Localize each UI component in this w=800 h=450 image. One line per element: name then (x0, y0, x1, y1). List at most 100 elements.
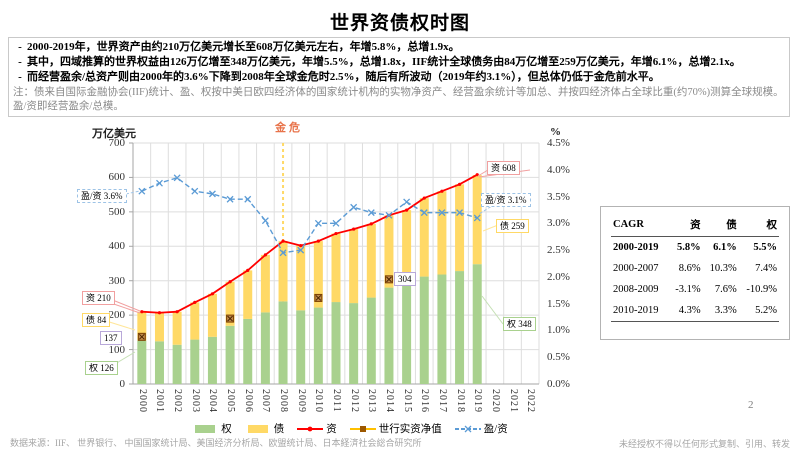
surplus-ratio-line (141, 177, 478, 254)
debt-bar-segment (366, 223, 376, 298)
left-axis-tick-label: 200 (108, 309, 126, 322)
asset-line-marker (281, 239, 285, 243)
cagr-table-cell: 2000-2007 (613, 263, 659, 274)
right-axis-tick-label: 0.0% (547, 378, 570, 390)
equity-bar-segment (207, 336, 217, 384)
surplus-ratio-marker (191, 187, 199, 195)
equity-bar-segment (313, 307, 323, 384)
debt-bar-segment (384, 215, 394, 288)
equity-bar-segment (172, 344, 182, 384)
bullet-line: -2000-2019年，世界资产由约210万亿美元增长至608万亿美元左右，年增… (13, 40, 785, 55)
worldbank-marker-cross (138, 333, 145, 340)
worldbank-marker-cross (315, 295, 322, 301)
surplus-ratio-marker (261, 217, 269, 225)
legend-swatch-rect (195, 424, 216, 433)
x-axis-year-label: 2004 (207, 389, 219, 413)
asset-line-marker (369, 222, 373, 226)
debt-bar-segment (260, 254, 270, 313)
surplus-ratio-marker (438, 209, 446, 217)
asset-line-marker (352, 227, 356, 231)
x-axis-year-label: 2020 (489, 389, 501, 413)
surplus-ratio-marker (420, 209, 428, 217)
cagr-table-cell: 2010-2019 (611, 300, 669, 322)
surplus-ratio-marker (173, 174, 181, 182)
debt-bar-segment (243, 270, 253, 319)
cagr-table-cell: 5.2% (738, 300, 779, 322)
asset-line-marker (334, 231, 338, 236)
equity-bar-segment (243, 318, 253, 384)
x-axis-year-label: 2007 (260, 389, 272, 413)
legend-swatch-line-x (454, 425, 481, 432)
left-axis-tick-label: 700 (108, 137, 126, 149)
callout-asset-end: 资 608 (487, 161, 520, 175)
cagr-table-cell: 2008-2009 (613, 284, 659, 295)
legend-swatch-line-square (349, 425, 376, 432)
x-axis-year-label: 2001 (154, 389, 166, 413)
legend-item: 权 (192, 421, 232, 436)
x-axis-year-label: 2018 (454, 389, 466, 413)
x-axis-year-label: 2015 (401, 389, 413, 413)
legend-swatch-line-dot (297, 426, 324, 431)
chart-canvas (102, 142, 540, 385)
right-axis-tick-label: 0.5% (547, 351, 570, 364)
surplus-ratio-marker (314, 219, 322, 227)
debt-bar-segment (331, 233, 341, 303)
callout-leader-line (482, 224, 499, 232)
cagr-table-row: 2000-2019 5.8% 6.1% 5.5% (611, 237, 779, 259)
callout-wb-start: 137 (100, 331, 122, 345)
left-axis-title: 万亿美元 (92, 128, 136, 140)
asset-line-marker (175, 310, 179, 314)
x-axis-year-label: 2003 (189, 389, 201, 413)
cagr-header-cell: 资 (668, 213, 703, 237)
legend-label: 权 (221, 424, 232, 435)
cagr-table-row: 2008-2009 -3.1% 7.6% -10.9% (611, 279, 779, 300)
right-axis-tick-label: 4.0% (547, 163, 570, 176)
bullet-marker: - (18, 56, 22, 68)
equity-bar-segment (154, 341, 164, 384)
legend-label: 资 (326, 424, 337, 435)
callout-surplus-start: 盈/资 3.6% (77, 189, 127, 203)
debt-bar-segment (154, 312, 164, 342)
debt-bar-segment (278, 241, 288, 302)
copyright-text: 未经授权不得以任何形式复制、引用、转发 (618, 439, 790, 449)
surplus-ratio-marker (403, 198, 411, 206)
x-axis-year-label: 2008 (278, 389, 290, 413)
cagr-table-cell: 6.1% (713, 242, 737, 253)
right-axis-tick-label: 2.0% (547, 270, 570, 283)
debt-bar-segment (313, 241, 323, 308)
equity-bar-segment (384, 287, 394, 384)
cagr-table-box: CAGR 资债权 2000-2019 5.8% 6.1% 5.5% 2000-2007 8.… (600, 206, 790, 340)
debt-bar-segment (137, 311, 147, 341)
cagr-table-cell: 2000-2019 (613, 242, 659, 253)
x-axis-year-label: 2012 (348, 389, 360, 413)
cagr-table-cell: 8.6% (678, 263, 701, 274)
x-axis-year-label: 2021 (507, 389, 519, 413)
asset-line-marker (140, 310, 144, 314)
legend-label: 盈/资 (483, 424, 508, 435)
asset-line-marker (263, 253, 267, 257)
debt-bar-segment (402, 210, 412, 286)
legend-item: 债 (245, 421, 284, 436)
surplus-ratio-marker (332, 219, 340, 227)
asset-line-marker (157, 311, 162, 315)
equity-bar-segment (472, 264, 482, 384)
cagr-table-row: 2010-2019 4.3% 3.3% 5.2% (611, 300, 779, 322)
callout-equity-start: 权 126 (85, 361, 118, 375)
summary-box: -2000-2019年，世界资产由约210万亿美元增长至608万亿美元左右，年增… (8, 37, 790, 117)
legend-label: 世行实资净值 (378, 424, 442, 435)
surplus-ratio-marker (208, 190, 216, 198)
bullet-text: 2000-2019年，世界资产由约210万亿美元增长至608万亿美元左右，年增5… (27, 41, 460, 53)
asset-line-marker (193, 300, 197, 305)
legend-item: 资 (297, 421, 337, 436)
legend-item: 世行实资净值 (349, 421, 442, 436)
cagr-table-cell: 7.4% (755, 263, 777, 274)
right-axis-title: % (550, 126, 561, 138)
right-axis-tick-label: 2.5% (547, 244, 570, 257)
cagr-header-cell: CAGR (611, 213, 669, 237)
page-title: 世界资债权时图 (329, 13, 470, 34)
asset-line-marker (228, 280, 232, 284)
surplus-ratio-marker (279, 249, 287, 257)
x-axis-year-label: 2017 (436, 389, 448, 413)
cagr-table-cell: -10.9% (746, 284, 777, 295)
